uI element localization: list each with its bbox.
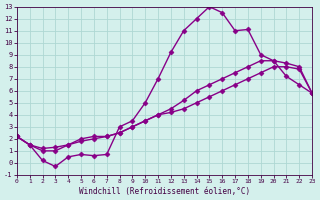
X-axis label: Windchill (Refroidissement éolien,°C): Windchill (Refroidissement éolien,°C) <box>79 187 250 196</box>
